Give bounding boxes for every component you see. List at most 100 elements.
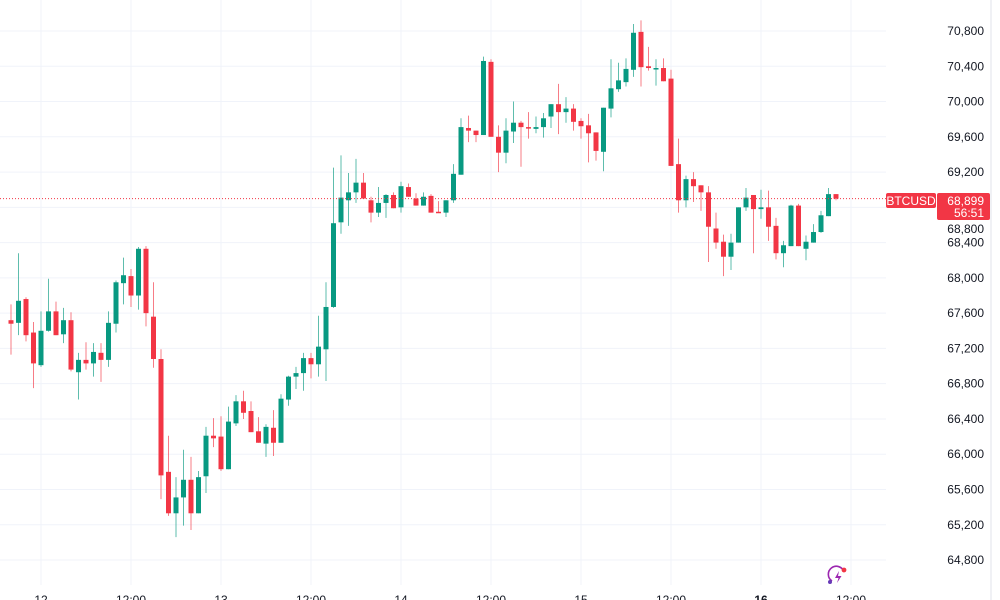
candle-body	[353, 182, 359, 193]
candle-body	[631, 32, 636, 70]
price-tick-label: 70,400	[947, 59, 984, 73]
candle-body	[31, 332, 36, 364]
price-tick-label: 69,200	[947, 165, 984, 179]
candle-down	[248, 401, 254, 433]
bar-countdown-label: 56:51	[954, 206, 984, 220]
candle-body	[518, 122, 524, 128]
lightning-refresh-icon[interactable]	[827, 565, 847, 584]
candle-up	[481, 56, 486, 136]
candle-body	[368, 200, 374, 213]
candle-body	[203, 435, 209, 477]
candle-body	[338, 197, 344, 223]
candle-body	[758, 207, 764, 210]
candle-up	[76, 352, 81, 400]
candle-body	[53, 311, 59, 336]
candle-down	[413, 193, 419, 206]
price-tick-label: 68,800	[947, 222, 984, 236]
candle-body	[661, 68, 666, 82]
candle-up	[136, 247, 141, 310]
candle-body	[278, 398, 284, 443]
candle-body	[728, 242, 734, 257]
candle-body	[76, 359, 81, 373]
symbol-label: BTCUSD	[886, 194, 936, 208]
candle-body	[796, 205, 801, 247]
candle-up	[563, 97, 569, 123]
candle-body	[391, 194, 396, 209]
candle-body	[826, 194, 831, 217]
candle-body	[158, 358, 164, 476]
candle-body	[788, 205, 794, 247]
candle-down	[158, 349, 164, 500]
candle-body	[406, 187, 411, 197]
candle-down	[406, 183, 411, 197]
candle-up	[16, 253, 21, 336]
candle-body	[248, 411, 254, 433]
candle-body	[601, 107, 606, 152]
candle-body	[616, 80, 621, 90]
candle-body	[241, 401, 246, 413]
candle-body	[706, 192, 711, 227]
candle-up	[301, 352, 306, 391]
candle-down	[638, 20, 644, 87]
candle-up	[323, 282, 329, 382]
candle-up	[106, 311, 111, 367]
candle-down	[166, 435, 171, 516]
candle-body	[593, 132, 599, 151]
candle-body	[166, 471, 171, 514]
candle-up	[263, 424, 269, 457]
price-tick-label: 66,000	[947, 447, 984, 461]
last-price-label: 68,899	[947, 194, 984, 208]
candle-up	[451, 164, 456, 203]
candle-body	[526, 127, 531, 129]
candle-up	[338, 155, 344, 234]
candle-down	[691, 172, 696, 203]
candle-body	[511, 122, 516, 132]
candle-body	[181, 479, 186, 498]
candle-body	[698, 185, 704, 193]
price-tick-label: 66,400	[947, 412, 984, 426]
time-tick-label: 13	[214, 593, 228, 600]
candle-body	[646, 66, 651, 69]
candle-down	[773, 217, 779, 260]
candle-up	[91, 343, 96, 377]
candle-up	[443, 200, 449, 218]
candle-up	[398, 181, 404, 213]
time-axis[interactable]: 12 12:00 13 12:00 14 12:00 15 12:00 16 12:00	[34, 593, 866, 600]
candle-up	[631, 23, 636, 77]
candle-body	[16, 300, 21, 323]
candle-body	[623, 68, 629, 83]
candle-body	[713, 228, 719, 243]
candle-body	[668, 78, 674, 166]
candle-body	[653, 68, 659, 70]
price-tick-label: 66,800	[947, 377, 984, 391]
candle-up	[653, 59, 659, 86]
candle-body	[533, 127, 539, 129]
candle-body	[773, 225, 779, 254]
candle-body	[68, 320, 74, 370]
price-axis[interactable]: 64,800 65,200 65,600 66,000 66,400 66,800 67,2…	[947, 0, 992, 600]
candle-up	[46, 278, 51, 332]
candle-up	[293, 366, 299, 389]
candle-body	[421, 196, 426, 206]
candle-up	[316, 315, 321, 377]
candle-body	[451, 173, 456, 201]
candle-up	[601, 107, 606, 172]
candle-up	[788, 204, 794, 247]
candle-body	[218, 436, 224, 470]
candle-down	[698, 185, 704, 211]
candle-body	[683, 179, 689, 201]
candle-down	[128, 269, 134, 307]
time-tick-label: 16	[754, 593, 768, 600]
candle-up	[503, 118, 509, 164]
candle-body	[586, 125, 591, 134]
candle-down	[646, 46, 651, 71]
candle-body	[293, 373, 299, 377]
candle-body	[563, 108, 569, 113]
candle-body	[458, 127, 464, 175]
symbol-badge: BTCUSD	[886, 193, 936, 208]
candle-body	[308, 358, 314, 365]
price-tick-label: 67,200	[947, 341, 984, 355]
candle-body	[346, 192, 351, 201]
candle-body	[128, 276, 134, 296]
